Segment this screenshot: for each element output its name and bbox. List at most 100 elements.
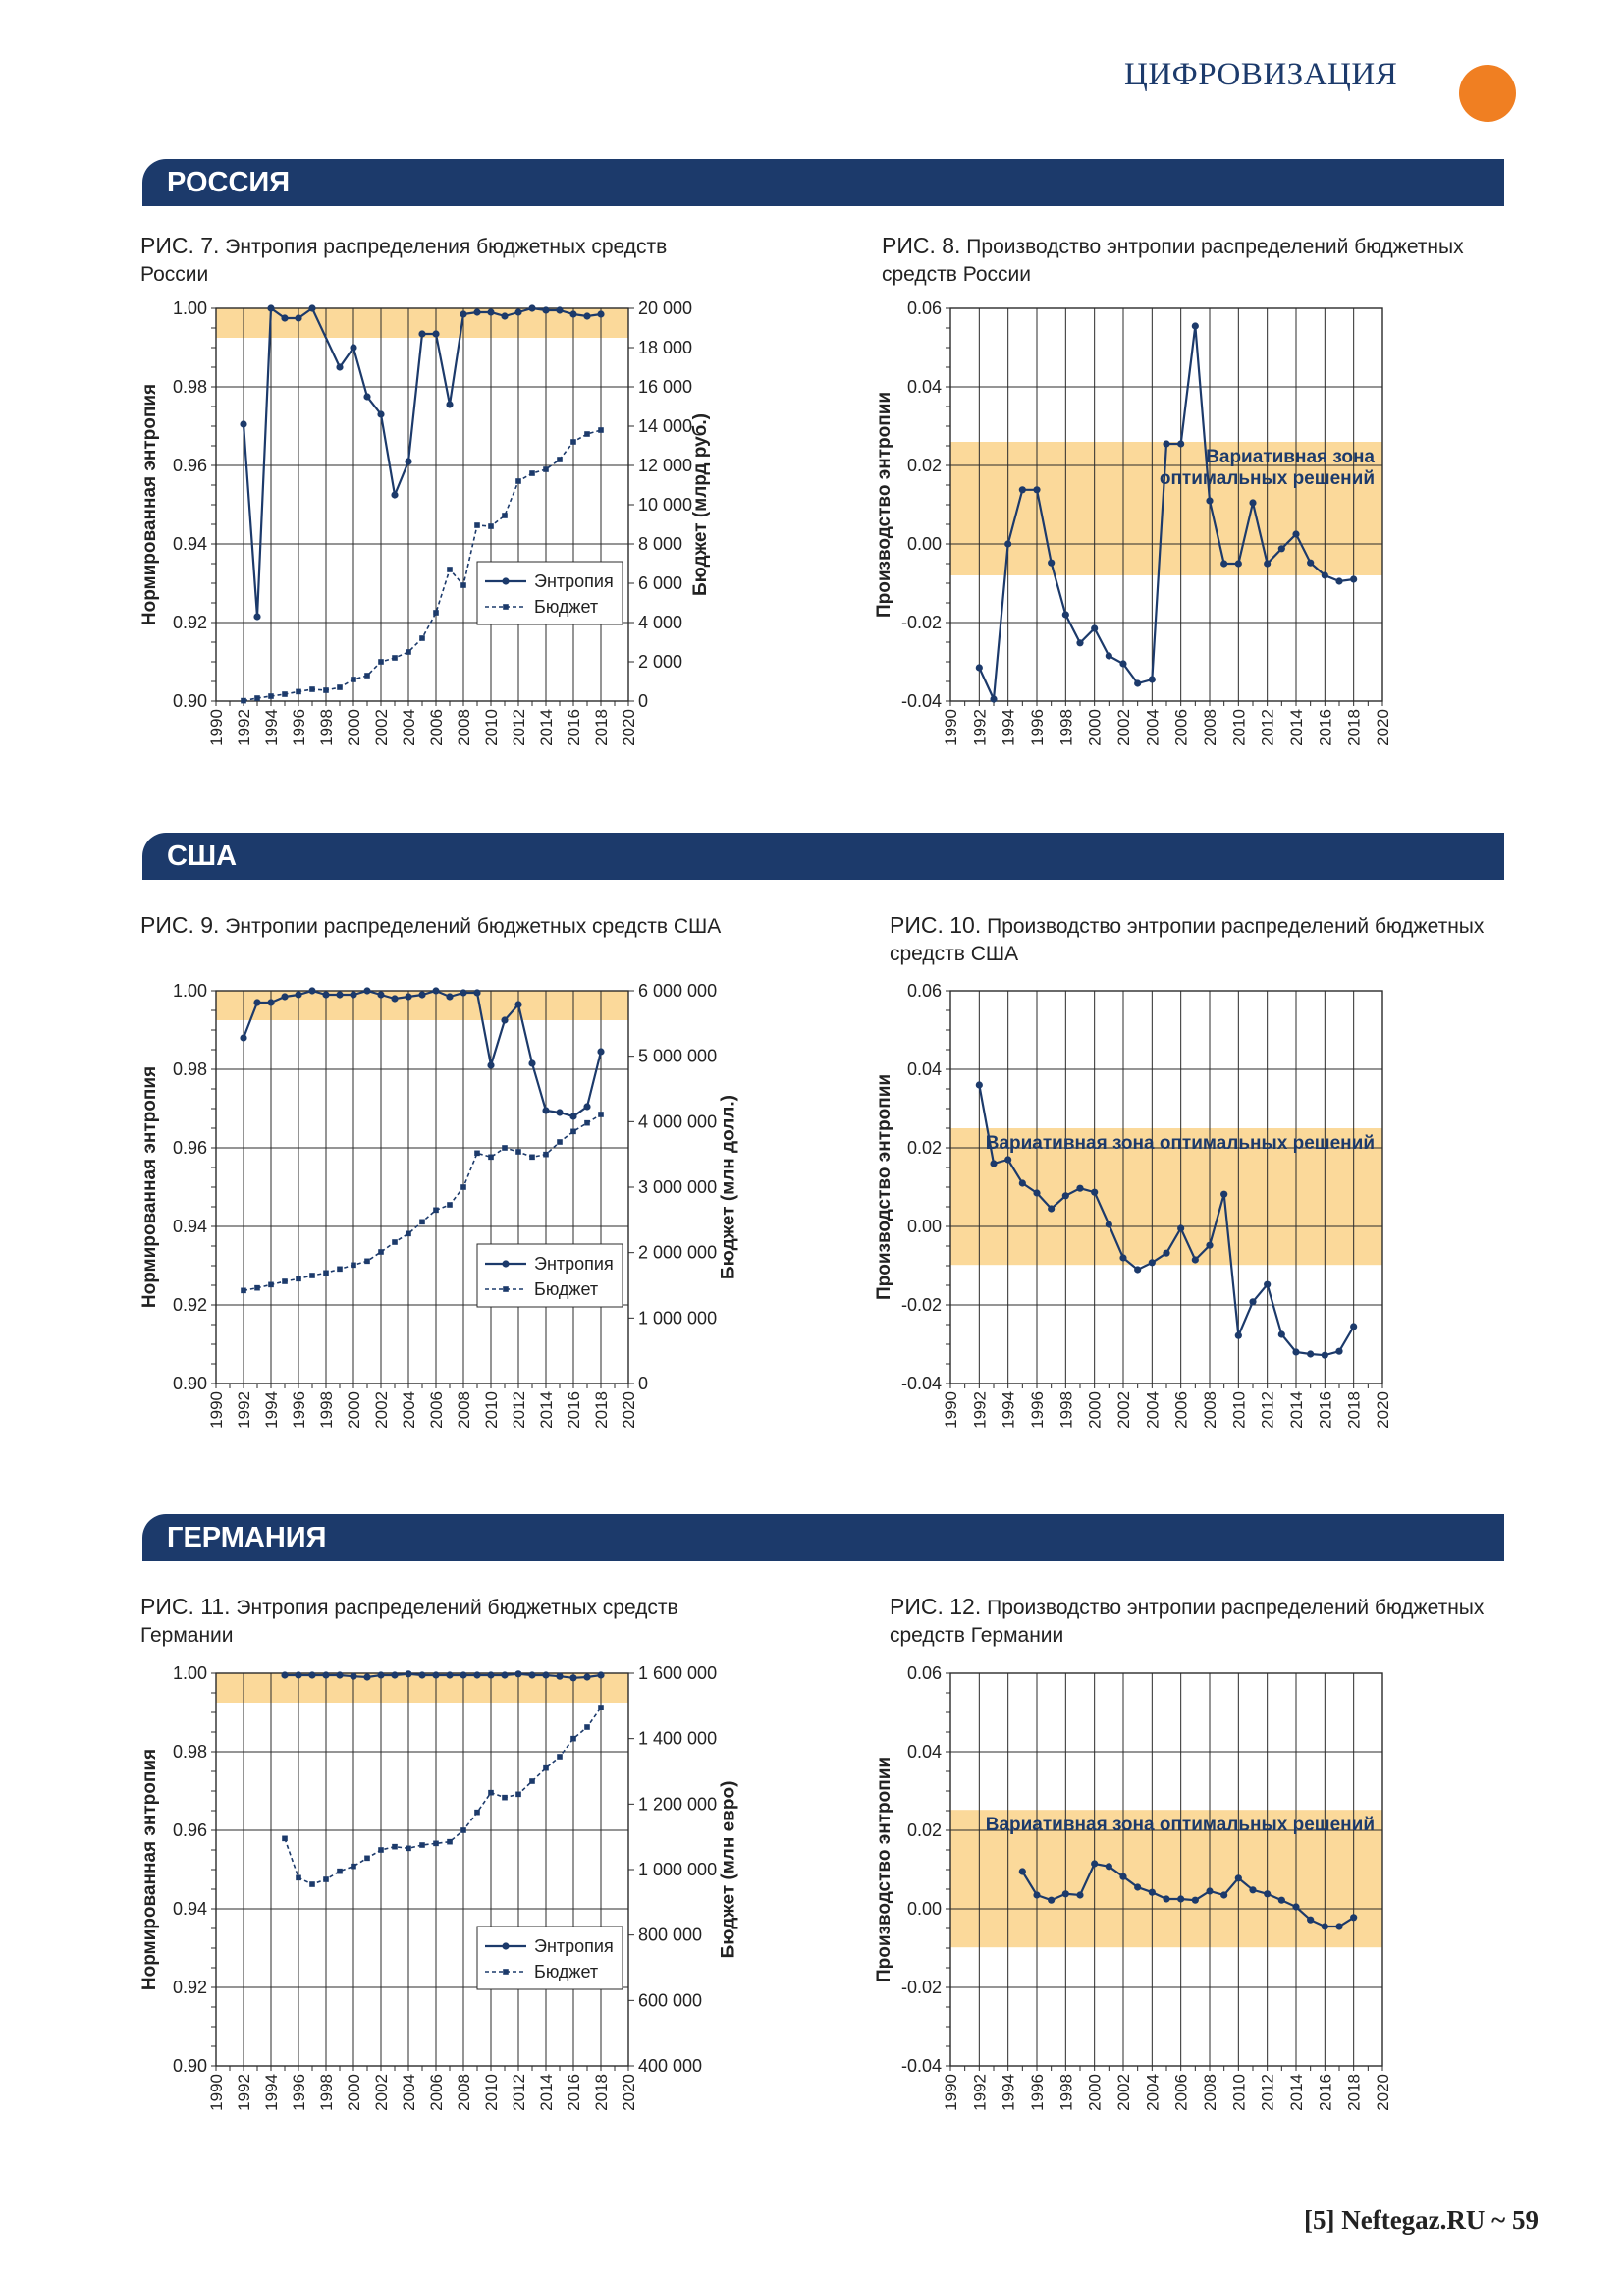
data-point (474, 1809, 480, 1816)
x-tick-label: 2006 (427, 2074, 446, 2111)
data-point (322, 991, 330, 999)
y-axis-label: Производство энтропии (874, 392, 894, 618)
legend-entropy-marker (502, 1260, 510, 1268)
data-point (1033, 1891, 1041, 1899)
data-point (433, 1840, 439, 1847)
data-point (322, 1671, 330, 1679)
data-point (295, 314, 302, 322)
y-tick-label: 0.96 (173, 1820, 207, 1840)
x-tick-label: 1996 (290, 1391, 308, 1429)
x-tick-label: 1994 (262, 1391, 281, 1429)
data-point (1048, 1205, 1056, 1213)
x-tick-label: 1994 (1000, 709, 1018, 746)
x-tick-label: 2020 (620, 1391, 638, 1429)
x-tick-label: 1992 (970, 2074, 989, 2111)
x-tick-label: 2018 (1345, 1391, 1364, 1429)
data-point (515, 1791, 521, 1798)
data-point (433, 610, 439, 616)
data-point (990, 695, 998, 703)
plot-frame (215, 990, 629, 1384)
data-point (405, 1670, 412, 1678)
y2-tick-label: 1 000 000 (638, 1308, 717, 1328)
data-point (406, 649, 411, 655)
data-point (1264, 1280, 1272, 1288)
y-tick-label: -0.04 (901, 1374, 942, 1393)
data-point (460, 1827, 466, 1833)
data-point (1134, 1883, 1142, 1891)
y-tick-label: 0.98 (173, 1742, 207, 1762)
x-tick-label: 2004 (1143, 1391, 1162, 1429)
y2-tick-label: 4 000 000 (638, 1112, 717, 1131)
data-point (1177, 1895, 1185, 1903)
x-tick-label: 1998 (317, 709, 336, 746)
y2-tick-label: 4 000 (638, 613, 682, 632)
data-point (529, 470, 535, 476)
x-tick-label: 2010 (1229, 1391, 1248, 1429)
data-point (1307, 559, 1315, 567)
y-tick-label: 0.96 (173, 456, 207, 475)
data-point (1249, 1298, 1257, 1306)
data-point (1335, 1923, 1343, 1930)
x-tick-label: 2006 (427, 1391, 446, 1429)
data-point (363, 987, 371, 995)
x-tick-label: 2012 (510, 709, 528, 746)
data-point (1277, 1330, 1285, 1338)
data-point (240, 1034, 247, 1042)
data-point (281, 993, 289, 1001)
data-point (1091, 1188, 1099, 1196)
data-point (405, 458, 412, 465)
data-point (392, 1843, 398, 1850)
data-point (557, 1139, 563, 1145)
x-tick-label: 1998 (1056, 709, 1075, 746)
y-tick-label: -0.02 (901, 1295, 942, 1315)
x-tick-label: 1996 (290, 709, 308, 746)
x-tick-label: 2014 (537, 709, 556, 746)
legend-box (476, 1243, 623, 1308)
data-point (598, 427, 604, 433)
data-point (1292, 1903, 1300, 1911)
data-point (1350, 1323, 1358, 1330)
legend-budget-marker (503, 604, 509, 610)
data-point (1119, 1873, 1127, 1880)
data-point (501, 1016, 509, 1024)
data-point (557, 1754, 563, 1760)
data-point (597, 310, 605, 318)
x-tick-label: 1992 (235, 1391, 253, 1429)
data-point (1048, 1896, 1056, 1904)
data-point (296, 688, 301, 695)
x-tick-label: 2018 (592, 2074, 611, 2111)
x-tick-label: 2010 (482, 709, 501, 746)
entropy-production-chart-usa: 1990 1992 1994 1996 1998 2000 2002 2004 2006 2008… (874, 981, 1392, 1429)
x-tick-label: 1994 (262, 709, 281, 746)
x-tick-label: 1992 (235, 709, 253, 746)
data-point (267, 999, 275, 1006)
zone-label: Вариативная зона оптимальных решений (986, 1133, 1375, 1154)
data-point (405, 993, 412, 1001)
x-tick-label: 2004 (400, 2074, 418, 2111)
y-tick-label: -0.02 (901, 1978, 942, 1997)
x-tick-label: 2014 (1287, 2074, 1306, 2111)
data-point (1249, 499, 1257, 507)
data-point (570, 1128, 576, 1135)
figure-caption: РИС. 8. Производство энтропии распределе… (882, 233, 1464, 286)
y-tick-label: 0.06 (907, 981, 942, 1001)
data-point (241, 697, 246, 704)
data-point (282, 1278, 288, 1284)
data-point (1148, 1888, 1156, 1896)
y-tick-label: 0.96 (173, 1138, 207, 1158)
y-tick-label: 0.90 (173, 1374, 207, 1393)
data-point (391, 995, 399, 1003)
y-axis-label: Нормированная энтропия (139, 384, 160, 625)
x-tick-label: 2008 (1201, 1391, 1219, 1429)
data-point (336, 1671, 344, 1679)
data-point (446, 401, 454, 408)
data-point (990, 1160, 998, 1167)
data-point (377, 410, 385, 418)
x-tick-label: 1996 (1028, 2074, 1047, 2111)
data-point (1220, 1190, 1228, 1198)
data-point (1076, 639, 1084, 647)
x-tick-label: 2006 (1172, 709, 1191, 746)
plot-frame (949, 307, 1383, 702)
data-point (267, 304, 275, 312)
x-tick-label: 1990 (207, 2074, 226, 2111)
